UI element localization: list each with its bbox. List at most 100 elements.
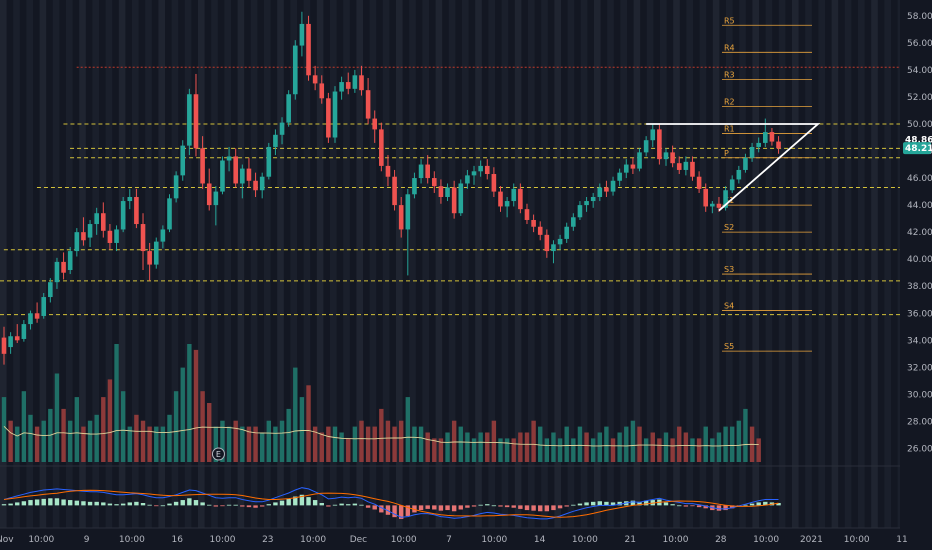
candle-body <box>114 229 119 243</box>
time-tick-label: 9 <box>84 535 90 545</box>
macd-histogram-bar <box>160 505 166 507</box>
macd-histogram-bar <box>451 505 457 512</box>
volume-bar <box>173 391 179 462</box>
session-band <box>118 0 126 528</box>
volume-bar <box>240 426 245 462</box>
candle-body <box>101 213 106 231</box>
macd-histogram-bar <box>405 505 411 516</box>
macd-signal-line <box>3 489 779 518</box>
macd-histogram-bar <box>763 501 768 506</box>
macd-histogram-bar <box>173 501 179 506</box>
candle-body <box>173 175 179 199</box>
session-band <box>422 0 429 528</box>
macd-histogram-bar <box>54 498 60 506</box>
session-band <box>198 0 205 528</box>
macd-histogram-bar <box>683 505 689 507</box>
volume-bar <box>432 438 437 462</box>
volume-bar <box>279 420 285 462</box>
volume-bar <box>372 426 377 462</box>
macd-histogram-bar <box>776 503 781 506</box>
session-band <box>237 0 245 528</box>
session-band <box>633 0 641 528</box>
session-band <box>396 0 403 528</box>
volume-bars <box>1 344 761 462</box>
macd-histogram-bar <box>259 505 265 507</box>
candle-body <box>438 186 444 197</box>
price-axis[interactable]: 58.0056.0054.0052.0050.0048.0046.0044.00… <box>900 0 932 550</box>
macd-histogram-bar <box>240 505 245 507</box>
session-band <box>686 0 693 528</box>
candle-body <box>345 82 351 89</box>
macd-histogram-bar <box>114 504 119 506</box>
session-band <box>607 0 614 528</box>
session-band <box>448 0 456 528</box>
candle-body <box>226 156 232 161</box>
earnings-marker[interactable]: E <box>211 447 225 461</box>
session-band <box>462 0 469 528</box>
volume-bar <box>504 438 510 462</box>
volume-bar <box>736 420 742 462</box>
session-band <box>92 0 99 528</box>
macd-histogram-bar <box>637 501 642 506</box>
session-band <box>541 0 548 528</box>
time-tick-label: 11 <box>896 535 907 545</box>
candle-body <box>14 336 20 341</box>
volume-bar <box>544 438 550 462</box>
pivot-label-r4: R4 <box>724 43 735 52</box>
volume-bar <box>54 373 60 462</box>
time-tick-label: 10:00 <box>481 535 507 545</box>
candle-body <box>657 129 662 160</box>
macd-line <box>3 487 779 520</box>
candle-body <box>478 165 483 172</box>
candle-body <box>610 180 616 192</box>
time-axis[interactable]: Nov 10:00 9 10:00 16 10:00 23 10:00 Dec 10:00 7 10:… <box>0 535 908 545</box>
volume-bar <box>319 432 324 462</box>
volume-bar <box>584 432 589 462</box>
macd-histogram-bar <box>743 504 748 506</box>
volume-bar <box>511 438 516 462</box>
macd-histogram-bar <box>365 505 371 508</box>
candlestick-series[interactable] <box>1 11 781 365</box>
macd-histogram-bar <box>94 501 99 506</box>
volume-bar <box>15 426 20 462</box>
triangle-pattern-drawing[interactable] <box>646 123 821 212</box>
candle-body <box>352 75 358 89</box>
volume-bar <box>332 426 338 462</box>
candle-body <box>286 94 291 123</box>
pivot-label-r3: R3 <box>724 70 735 79</box>
volume-bar <box>154 426 159 462</box>
volume-bar <box>524 432 530 462</box>
volume-bar <box>571 438 576 462</box>
session-band <box>580 0 588 528</box>
volume-bar <box>412 426 417 462</box>
macd-histogram-bar <box>306 497 311 506</box>
volume-bar <box>630 420 636 462</box>
time-tick-label: 10:00 <box>28 535 54 545</box>
time-tick-label: 23 <box>262 535 273 545</box>
macd-histogram-bar <box>312 500 318 506</box>
volume-bar <box>491 420 497 462</box>
candle-body <box>312 75 318 84</box>
horizontal-levels[interactable] <box>0 66 900 316</box>
macd-histogram-bar <box>81 501 86 506</box>
volume-bar <box>597 432 602 462</box>
macd-histogram-bar <box>140 503 146 506</box>
volume-bar <box>650 432 655 462</box>
candle-body <box>537 226 543 235</box>
session-band <box>250 0 258 528</box>
candle-body <box>153 241 159 265</box>
session-band <box>844 0 852 528</box>
price-tag-bg <box>903 142 931 155</box>
session-band <box>501 0 509 528</box>
candle-body <box>279 122 285 135</box>
macd-histogram-bar <box>716 505 722 511</box>
volume-bar <box>677 426 682 462</box>
volume-bar <box>445 432 450 462</box>
volume-bar <box>399 420 404 462</box>
macd-histogram-bar <box>87 501 93 506</box>
macd-histogram-bar <box>690 505 695 507</box>
macd-histogram-bar <box>438 505 444 511</box>
candle-body <box>504 201 510 207</box>
